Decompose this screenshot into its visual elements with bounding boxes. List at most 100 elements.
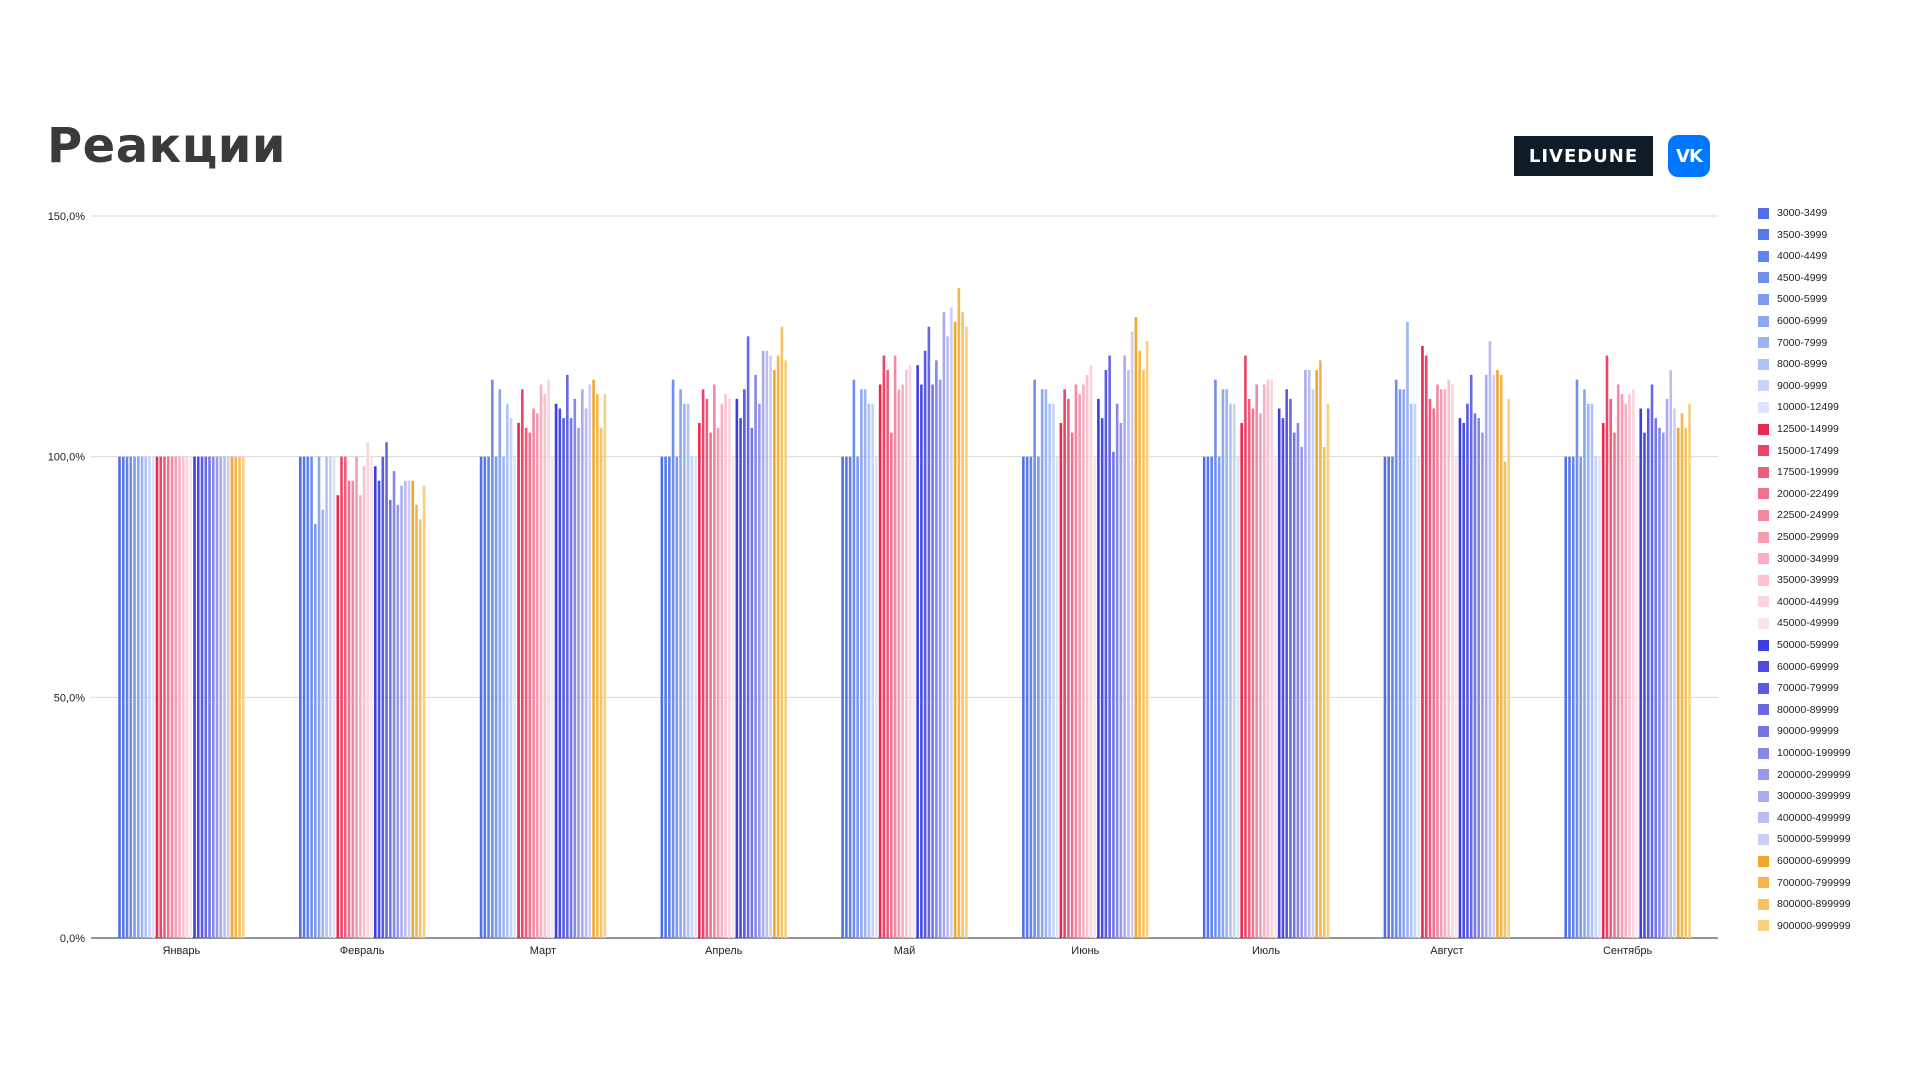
bar: [321, 509, 325, 938]
legend-label: 5000-5999: [1777, 293, 1828, 306]
bar: [1055, 456, 1059, 938]
bar: [668, 456, 671, 938]
bar: [223, 456, 226, 938]
bar: [1507, 398, 1511, 938]
bar: [1447, 379, 1451, 938]
bar: [215, 456, 219, 938]
bar: [957, 288, 961, 938]
bar: [754, 374, 757, 939]
bar: [547, 379, 550, 938]
legend-label: 70000-79999: [1777, 682, 1839, 695]
bar: [144, 456, 148, 938]
bar: [577, 427, 580, 938]
bar: [1454, 456, 1458, 938]
bar: [773, 370, 776, 938]
bar: [1424, 355, 1428, 939]
x-tick-label: Май: [894, 945, 916, 957]
bar: [671, 379, 675, 938]
bar: [1639, 408, 1643, 938]
bar: [558, 408, 562, 938]
bar: [1571, 456, 1575, 938]
bar: [298, 456, 302, 938]
bar: [1033, 379, 1036, 938]
bar: [1067, 398, 1070, 938]
bar: [1477, 418, 1481, 938]
bar: [1654, 418, 1658, 938]
bar: [388, 499, 392, 938]
bar: [1488, 341, 1492, 938]
legend-label: 22500-24999: [1777, 509, 1839, 522]
bar: [1142, 370, 1145, 938]
bar: [1074, 384, 1078, 939]
bar: [1409, 403, 1413, 939]
bar: [592, 379, 595, 938]
bar: [1145, 341, 1149, 938]
bar: [332, 456, 336, 938]
bar: [1406, 321, 1409, 938]
bar: [1236, 456, 1240, 938]
bar: [1669, 370, 1673, 938]
bar: [373, 466, 377, 938]
bar: [1063, 389, 1066, 938]
bar: [1108, 355, 1111, 939]
legend-swatch: [1758, 725, 1769, 737]
bar: [174, 456, 178, 938]
bar: [596, 394, 599, 939]
bar: [1616, 384, 1620, 939]
vk-logo-icon: VK: [1668, 135, 1710, 177]
bar: [1680, 413, 1684, 939]
bar: [1469, 374, 1473, 939]
bar: [392, 471, 396, 938]
bar: [1100, 418, 1104, 938]
legend-label: 6000-6999: [1777, 315, 1828, 327]
bar: [403, 480, 407, 938]
bar: [916, 365, 919, 939]
bar: [1085, 374, 1089, 939]
legend-item: 500000-599999: [1758, 832, 1851, 846]
bar: [1439, 389, 1443, 938]
bar: [1296, 422, 1300, 939]
y-tick-label: 100,0%: [48, 452, 86, 464]
legend-swatch: [1758, 704, 1769, 716]
bar: [211, 456, 215, 938]
legend-label: 45000-49999: [1777, 617, 1839, 630]
legend-item: 22500-24999: [1758, 508, 1839, 522]
legend-label: 90000-99999: [1777, 725, 1839, 738]
bar: [1661, 432, 1665, 938]
bar: [758, 403, 761, 939]
bar: [863, 389, 867, 938]
bar: [1037, 456, 1040, 938]
bar: [841, 456, 844, 938]
bar: [536, 413, 539, 939]
legend-item: 8000-8999: [1758, 357, 1827, 371]
bar: [1274, 456, 1277, 938]
legend-swatch: [1758, 423, 1769, 435]
legend-swatch: [1758, 747, 1769, 759]
bar: [698, 422, 701, 939]
bar: [1277, 408, 1281, 938]
legend-label: 35000-39999: [1777, 574, 1839, 587]
bar: [686, 403, 690, 939]
bar: [875, 456, 878, 938]
bar: [234, 456, 238, 938]
bar: [524, 427, 528, 938]
legend-label: 100000-199999: [1777, 747, 1851, 759]
bar: [1484, 374, 1488, 939]
bar: [1676, 427, 1680, 938]
bar: [566, 374, 569, 939]
bar: [226, 456, 230, 938]
legend-swatch: [1758, 553, 1769, 565]
bar: [136, 456, 140, 938]
legend-swatch: [1758, 272, 1769, 284]
bar: [1568, 456, 1571, 938]
bar: [1266, 379, 1270, 938]
bar: [1289, 398, 1292, 938]
legend-item: 400000-499999: [1758, 811, 1851, 825]
bar: [362, 466, 366, 938]
bar: [343, 456, 347, 938]
bar: [1503, 461, 1507, 938]
bar: [935, 360, 938, 938]
bar: [1052, 403, 1055, 939]
bar: [200, 456, 204, 938]
bar: [1609, 398, 1613, 938]
